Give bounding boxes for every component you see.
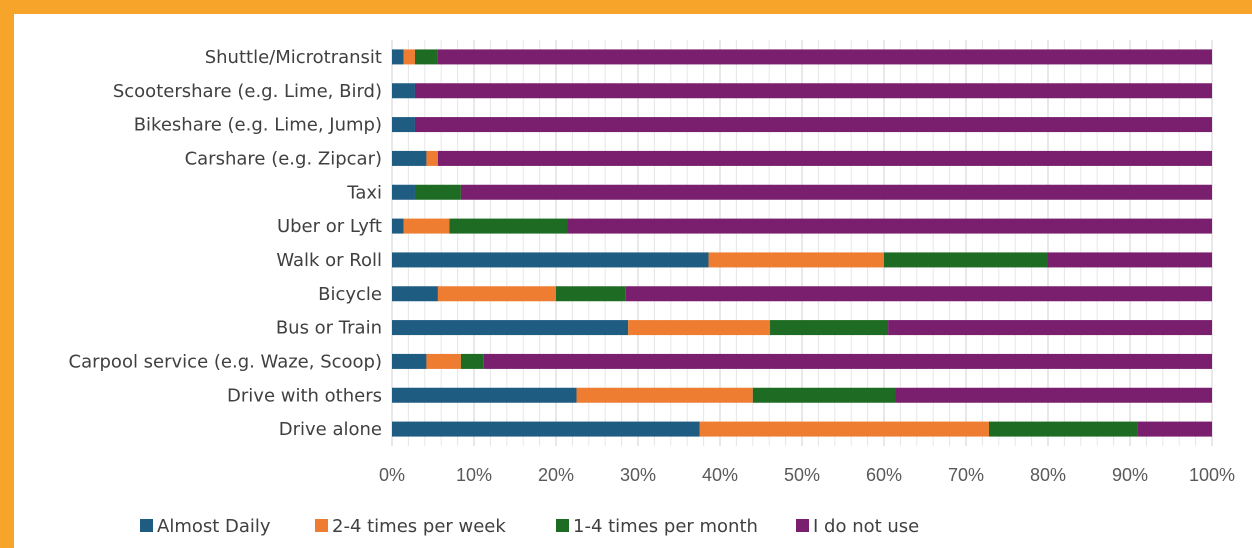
category-label: Bikeshare (e.g. Lime, Jump): [134, 115, 382, 136]
category-label: Carshare (e.g. Zipcar): [185, 148, 382, 169]
x-tick-label: 80%: [1030, 465, 1066, 485]
category-label: Uber or Lyft: [277, 216, 382, 237]
legend-label: 2-4 times per week: [332, 516, 506, 537]
bar-segment: [1137, 421, 1212, 437]
bar-segment: [414, 117, 1213, 133]
x-tick-label: 70%: [948, 465, 984, 485]
bar-segment: [1048, 252, 1212, 268]
bar-segment: [392, 353, 427, 369]
bar-segment: [392, 286, 438, 302]
bar-segment: [403, 218, 450, 234]
x-tick-label: 90%: [1112, 465, 1148, 485]
category-label: Taxi: [346, 182, 382, 203]
category-label: Shuttle/Microtransit: [205, 47, 382, 68]
bar-segment: [567, 218, 1212, 234]
bar-segment: [392, 320, 629, 336]
x-tick-label: 30%: [620, 465, 656, 485]
bar-segment: [392, 421, 700, 437]
bar-segment: [392, 49, 404, 65]
bar-segment: [414, 49, 438, 65]
x-tick-label: 0%: [379, 465, 405, 485]
bar-segment: [449, 218, 568, 234]
bar-segment: [460, 184, 1212, 200]
bar-segment: [895, 387, 1212, 403]
bar-segment: [392, 184, 415, 200]
category-label: Bicycle: [318, 284, 382, 305]
x-tick-label: 10%: [456, 465, 492, 485]
legend-swatch: [315, 519, 328, 532]
bar-segment: [426, 353, 461, 369]
x-tick-label: 20%: [538, 465, 574, 485]
category-label: Bus or Train: [276, 318, 382, 339]
stacked-bar-chart: Shuttle/Microtransit Scootershare (e.g. L…: [69, 40, 1235, 537]
legend-label: I do not use: [813, 516, 919, 537]
bar-segment: [752, 387, 896, 403]
category-label: Carpool service (e.g. Waze, Scoop): [69, 351, 383, 372]
legend-swatch: [796, 519, 809, 532]
x-tick-label: 60%: [866, 465, 902, 485]
legend-swatch: [140, 519, 153, 532]
x-tick-label: 40%: [702, 465, 738, 485]
bar-segment: [426, 150, 438, 166]
x-tick-label: 50%: [784, 465, 820, 485]
bar-segment: [392, 218, 404, 234]
category-label: Walk or Roll: [276, 250, 382, 271]
bar-segment: [460, 353, 484, 369]
category-label: Drive with others: [227, 385, 382, 406]
bar-segment: [414, 184, 461, 200]
bar-segment: [392, 252, 709, 268]
bar-segment: [888, 320, 1212, 336]
bar-segment: [556, 286, 626, 302]
bar-segment: [628, 320, 771, 336]
category-label: Scootershare (e.g. Lime, Bird): [113, 81, 382, 102]
bar-segment: [437, 150, 1212, 166]
bar-segment: [403, 49, 415, 65]
bar-segment: [392, 387, 577, 403]
bar-segment: [437, 286, 556, 302]
bar-segment: [414, 83, 1213, 99]
bar-segment: [988, 421, 1138, 437]
bar-segment: [884, 252, 1048, 268]
bar-segment: [699, 421, 989, 437]
bar-segment: [392, 150, 427, 166]
bar-segment: [392, 83, 415, 99]
chart-panel: Shuttle/Microtransit Scootershare (e.g. L…: [14, 14, 1252, 548]
bar-segment: [708, 252, 884, 268]
bar-segment: [770, 320, 889, 336]
bar-segment: [625, 286, 1212, 302]
legend-swatch: [556, 519, 569, 532]
bar-segment: [392, 117, 415, 133]
category-label: Drive alone: [279, 419, 382, 440]
x-tick-label: 100%: [1189, 465, 1235, 485]
bar-segment: [437, 49, 1212, 65]
legend-label: 1-4 times per month: [573, 516, 758, 537]
bar-segment: [576, 387, 753, 403]
legend-label: Almost Daily: [157, 516, 271, 537]
bar-segment: [483, 353, 1213, 369]
